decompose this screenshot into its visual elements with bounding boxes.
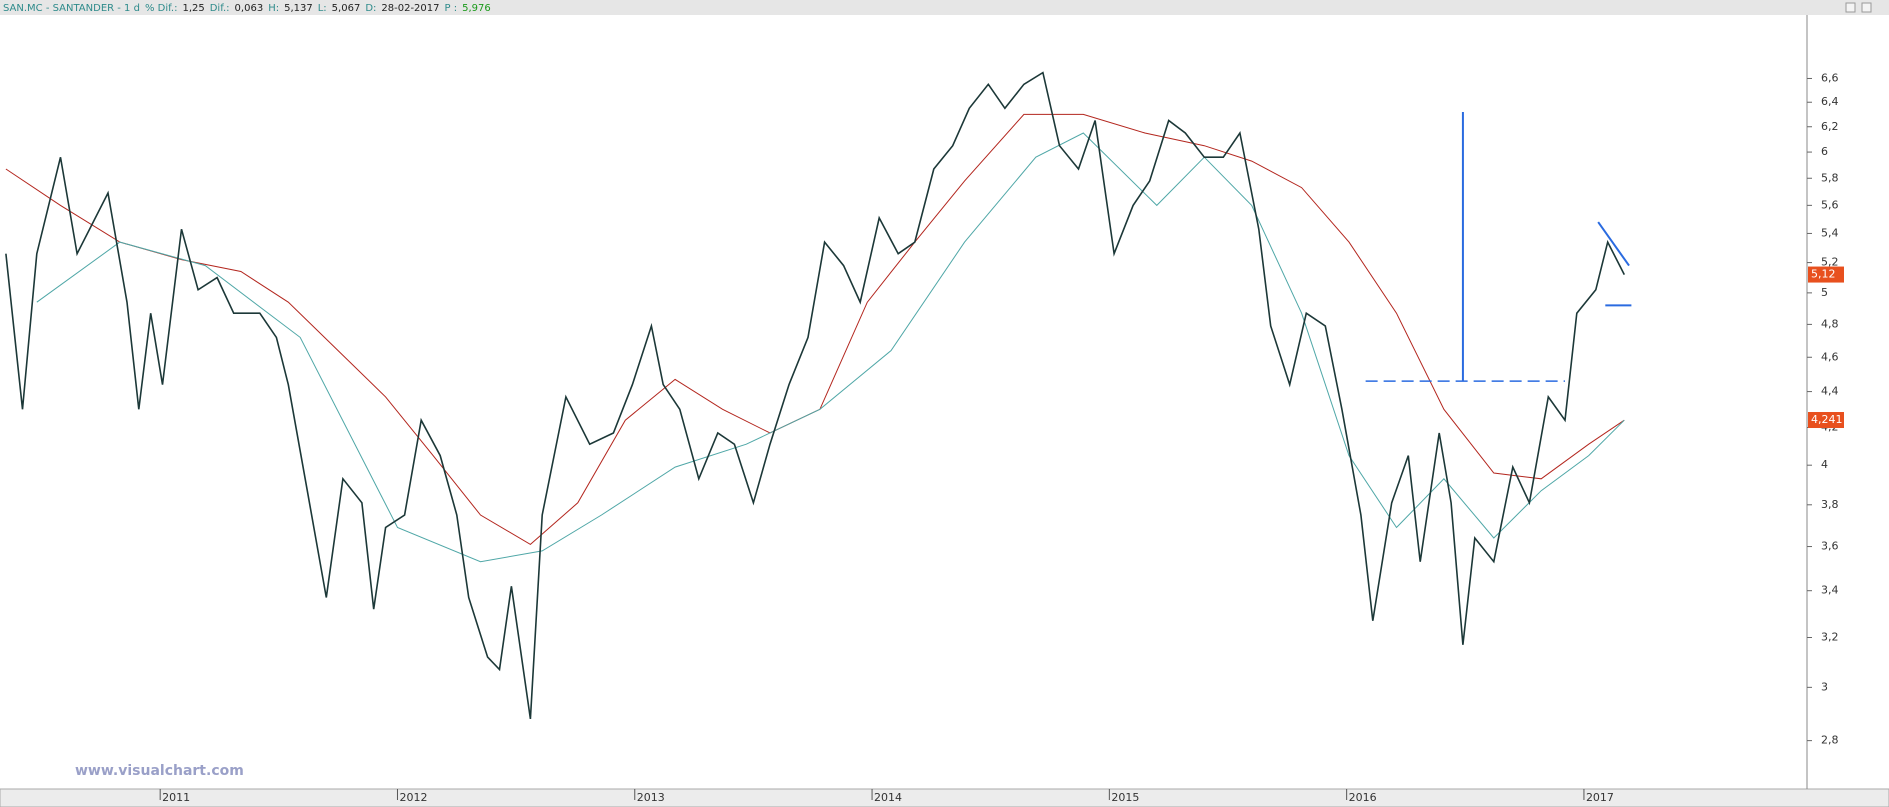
price-line [5,113,1625,546]
header-part: H: [268,3,279,14]
y-tick-label: 6 [1821,145,1828,158]
y-tick-label: 3,2 [1821,631,1839,644]
header-bar [0,0,1889,15]
y-tick-label: 4,4 [1821,385,1839,398]
price-line [36,132,1625,563]
drawing-line [1597,221,1630,267]
x-tick-label: 2016 [1349,791,1377,804]
price-tag [1808,412,1844,429]
x-axis-bar [0,788,1889,807]
minimize-button[interactable] [1845,2,1856,13]
header-part: SAN.MC - SANTANDER - 1 d [3,3,140,14]
y-tick-label: 5,2 [1821,256,1839,269]
price-tag-label: 5,12 [1811,268,1836,281]
watermark: www.visualchart.com [75,763,244,779]
y-tick-label: 6,6 [1821,71,1839,84]
x-tick-label: 2013 [637,791,665,804]
header-part: 5,067 [332,3,361,14]
y-tick-label: 5,8 [1821,171,1839,184]
header-part: 0,063 [235,3,264,14]
y-tick-label: 6,4 [1821,95,1839,108]
header-part: P : [445,3,458,14]
y-tick-label: 3 [1821,680,1828,693]
price-tag [1808,266,1844,283]
y-tick-label: 6,2 [1821,120,1839,133]
y-tick-label: 3,8 [1821,498,1839,511]
y-tick-label: 3,4 [1821,584,1839,597]
x-tick-label: 2014 [874,791,902,804]
y-tick-label: 4 [1821,458,1828,471]
x-tick-label: 2012 [399,791,427,804]
x-tick-label: 2015 [1111,791,1139,804]
x-tick-label: 2011 [162,791,190,804]
y-tick-label: 3,6 [1821,540,1839,553]
header-part: D: [365,3,376,14]
y-tick-label: 2,8 [1821,734,1839,747]
y-tick-label: 5,6 [1821,198,1839,211]
header-part: 5,976 [462,3,491,14]
x-tick-label: 2017 [1586,791,1614,804]
y-tick-label: 5 [1821,286,1828,299]
header-part: 28-02-2017 [381,3,439,14]
header: SAN.MC - SANTANDER - 1 d % Dif.: 1,25 Dif.:… [3,3,491,14]
header-part: % Dif.: [145,3,178,14]
price-tag-label: 4,241 [1811,413,1843,426]
close-button[interactable] [1861,2,1872,13]
y-tick-label: 5,4 [1821,226,1839,239]
y-tick-label: 4,6 [1821,350,1839,363]
header-part: 1,25 [182,3,204,14]
price-line [5,71,1626,720]
y-tick-label: 4,8 [1821,317,1839,330]
header-part: 5,137 [284,3,313,14]
header-part: Dif.: [210,3,230,14]
header-part: L: [318,3,327,14]
